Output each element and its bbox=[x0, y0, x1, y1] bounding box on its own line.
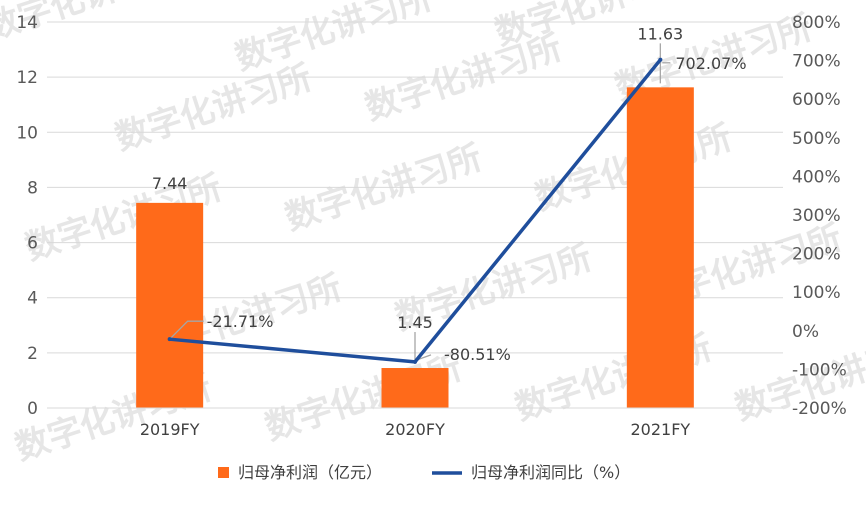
label-leader-lines bbox=[169, 43, 671, 365]
legend-label-bar: 归母净利润（亿元） bbox=[238, 463, 382, 482]
y-right-tick-label-9: 700% bbox=[792, 52, 841, 72]
y-left-tick-label-2: 4 bbox=[27, 289, 38, 309]
y-left-tick-label-3: 6 bbox=[27, 234, 38, 254]
bar-2 bbox=[626, 87, 694, 408]
x-tick-label-0: 2019FY bbox=[140, 420, 200, 439]
y-left-tick-label-0: 0 bbox=[27, 399, 38, 419]
legend: 归母净利润（亿元） 归母净利润同比（%） bbox=[218, 463, 630, 482]
y-right-tick-label-10: 800% bbox=[792, 13, 841, 33]
bar-0 bbox=[136, 202, 204, 408]
line-series bbox=[167, 57, 663, 364]
line-data-label-2: 702.07% bbox=[675, 54, 746, 73]
watermark-text-7: 数字化讲习所 bbox=[280, 137, 486, 238]
y-right-tick-label-6: 400% bbox=[792, 167, 841, 187]
watermark-text-1: 数字化讲习所 bbox=[230, 0, 436, 79]
yoy-point-1 bbox=[413, 359, 417, 364]
y-left-tick-label-7: 14 bbox=[16, 13, 38, 33]
y-left-tick-label-4: 8 bbox=[27, 178, 38, 198]
y-right-tick-label-0: -200% bbox=[792, 399, 847, 419]
data-labels: 7.44 1.45 11.63 -21.71% -80.51% 702.07% bbox=[152, 24, 747, 364]
axes: 0 2 4 6 8 10 12 14 -200% -100% 0% 100% 200% 300% 400% 5… bbox=[16, 13, 846, 439]
y-right-tick-label-1: -100% bbox=[792, 360, 847, 380]
watermark-text-3: 数字化讲习所 bbox=[110, 57, 316, 158]
y-right-tick-label-5: 300% bbox=[792, 206, 841, 226]
y-right-tick-label-7: 500% bbox=[792, 129, 841, 149]
legend-label-line: 归母净利润同比（%） bbox=[471, 463, 630, 482]
line-data-label-1: -80.51% bbox=[444, 345, 511, 364]
y-left-tick-label-5: 10 bbox=[16, 123, 38, 143]
y-right-tick-label-8: 600% bbox=[792, 90, 841, 110]
watermark-text-4: 数字化讲习所 bbox=[360, 27, 566, 128]
y-left-tick-label-6: 12 bbox=[16, 68, 38, 88]
yoy-point-0 bbox=[167, 337, 172, 342]
bar-data-label-0: 7.44 bbox=[152, 174, 188, 193]
bar-series bbox=[136, 87, 694, 408]
y-left-tick-label-1: 2 bbox=[27, 344, 38, 364]
bar-data-label-1: 1.45 bbox=[397, 313, 433, 332]
x-tick-label-1: 2020FY bbox=[385, 420, 445, 439]
line-label-leader-0 bbox=[169, 320, 204, 340]
x-tick-label-2: 2021FY bbox=[630, 420, 690, 439]
bar-data-label-2: 11.63 bbox=[637, 24, 683, 43]
y-right-tick-label-2: 0% bbox=[792, 322, 819, 342]
yoy-point-2 bbox=[658, 57, 663, 62]
y-right-tick-label-3: 100% bbox=[792, 283, 841, 303]
bar-1 bbox=[381, 368, 449, 408]
legend-swatch-bar bbox=[218, 467, 229, 478]
line-data-label-0: -21.71% bbox=[207, 312, 274, 331]
y-right-tick-label-4: 200% bbox=[792, 245, 841, 265]
